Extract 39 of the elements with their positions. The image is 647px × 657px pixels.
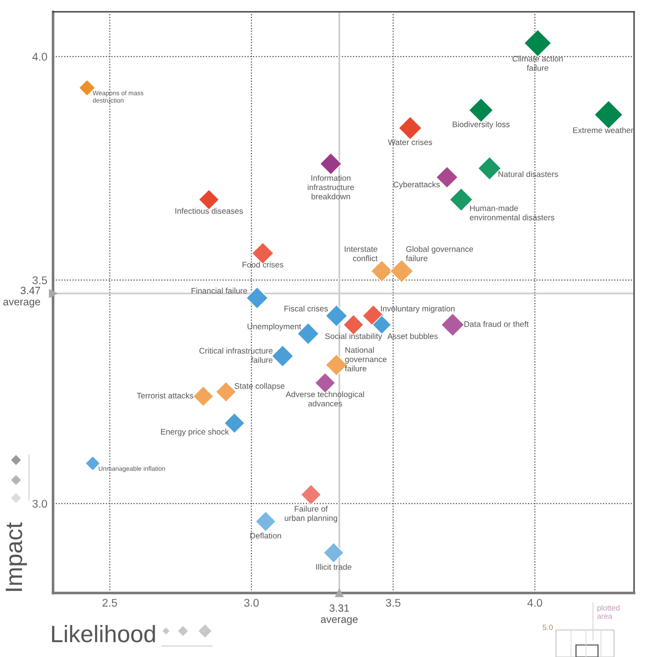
- y-axis-title: Impact: [6, 522, 27, 591]
- annotation: Involuntary migration: [381, 306, 455, 314]
- x-axis-title: Likelihood: [52, 624, 155, 642]
- annotation: Failure of urban planning: [284, 506, 338, 523]
- ref-line-label: 3.47 average: [3, 286, 40, 308]
- annotation: National governance failure: [344, 346, 387, 372]
- annotation: Infectious diseases: [175, 208, 243, 214]
- annotation: Energy price shock: [161, 428, 229, 436]
- annotation: Financial failure: [192, 288, 248, 294]
- annotation: Critical infrastructure failure: [199, 348, 273, 363]
- x-tick-label: 4.0: [527, 598, 542, 607]
- annotation: Asset bubbles: [387, 333, 438, 340]
- annotation: Information infrastructure breakdown: [308, 174, 354, 200]
- annotation: Food crises: [242, 262, 284, 268]
- annotation: Adverse technological advances: [286, 391, 364, 406]
- annotation: Human-made environmental disasters: [470, 205, 554, 220]
- annotation: Illicit trade: [316, 564, 352, 570]
- annotation: Water crises: [388, 139, 432, 146]
- x-tick-label: 2.5: [102, 598, 117, 607]
- annotation: Climate action failure: [512, 56, 563, 71]
- annotation: Fiscal crises: [284, 306, 328, 312]
- y-tick-label: 3.5: [32, 276, 48, 284]
- y-tick-label: 4.0: [32, 52, 48, 61]
- annotation: Terrorist attacks: [136, 392, 194, 398]
- annotation: Extreme weather: [573, 127, 634, 134]
- annotation: Cyberattacks: [393, 181, 440, 189]
- annotation: Unemployment: [248, 323, 302, 331]
- x-tick-label: 3.5: [386, 598, 400, 607]
- annotation: Global governance failure: [406, 246, 474, 262]
- x-tick-label: 3.0: [244, 598, 259, 607]
- annotation: Interstate conflict: [344, 246, 378, 262]
- annotation: Data fraud or theft: [464, 321, 529, 327]
- ref-line-label: 3.31 average: [320, 604, 358, 626]
- annotation: Deflation: [250, 532, 281, 539]
- annotation: Natural disasters: [498, 171, 558, 177]
- annotation: State collapse: [234, 382, 285, 390]
- annotation: Biodiversity loss: [452, 121, 510, 129]
- y-tick-label: 3.0: [32, 500, 48, 508]
- annotation: Social instability: [325, 333, 382, 341]
